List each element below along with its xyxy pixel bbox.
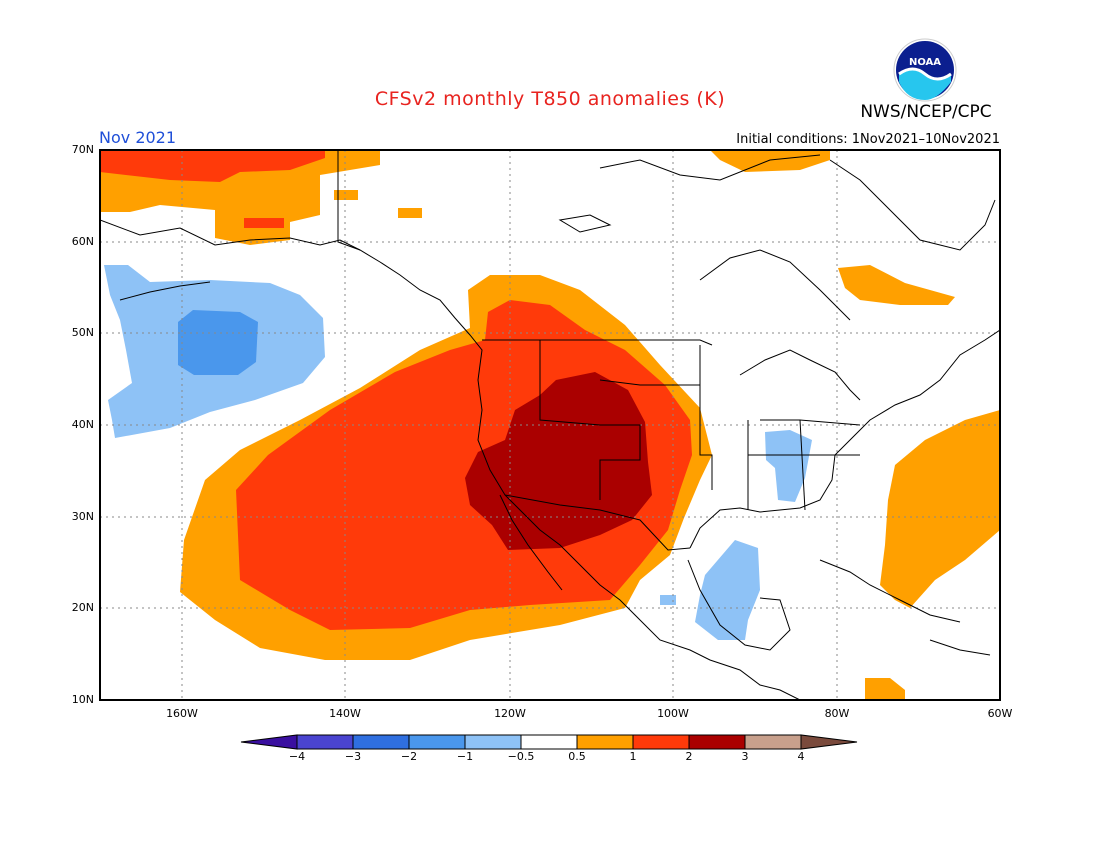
lon-label-60w: 60W xyxy=(987,707,1013,720)
colorbar-label: 0.5 xyxy=(568,750,586,763)
agency-label: NWS/NCEP/CPC xyxy=(860,102,992,122)
colorbar-label: 4 xyxy=(797,750,805,763)
labrador-warm-anomaly xyxy=(838,265,955,305)
high-arctic-warm-patch xyxy=(710,150,830,172)
lat-label-60n: 60N xyxy=(71,235,94,248)
graticule xyxy=(100,150,1000,700)
lon-label-120w: 120W xyxy=(494,707,526,720)
colorbar-label: −2 xyxy=(400,750,418,763)
lat-label-70n: 70N xyxy=(71,143,94,156)
yukon-small-warm-patch-1 xyxy=(334,190,358,200)
small-cold-patch xyxy=(660,595,676,605)
lat-label-50n: 50N xyxy=(71,326,94,339)
lat-label-40n: 40N xyxy=(71,418,94,431)
gulf-of-mexico-cold-anomaly xyxy=(695,540,760,640)
colorbar-label: 2 xyxy=(685,750,693,763)
western-atlantic-warm-anomaly xyxy=(880,410,1000,608)
lat-label-10n: 10N xyxy=(71,693,94,706)
chart-title: CFSv2 monthly T850 anomalies (K) xyxy=(374,88,726,110)
yukon-small-warm-patch-2 xyxy=(398,208,422,218)
borders xyxy=(337,150,861,551)
gulf-of-alaska-core-cold-anomaly xyxy=(178,310,258,375)
map-frame xyxy=(99,149,1001,701)
alaska-small-warm-patch xyxy=(244,218,284,228)
noaa-logo: NOAA xyxy=(893,38,957,102)
initial-conditions: Initial conditions: 1Nov2021–10Nov2021 xyxy=(736,132,1000,147)
western-us-core-warm-anomaly xyxy=(465,372,652,550)
forecast-period: Nov 2021 xyxy=(99,128,177,147)
colorbar-label: −4 xyxy=(288,750,306,763)
coastlines xyxy=(100,154,1000,700)
mississippi-valley-cold-anomaly xyxy=(765,430,812,502)
logo-text: NOAA xyxy=(909,57,941,68)
lon-label-100w: 100W xyxy=(657,707,689,720)
lat-label-20n: 20N xyxy=(71,601,94,614)
colorbar-label: −0.5 xyxy=(507,750,535,763)
colorbar-label: 1 xyxy=(629,750,637,763)
lon-label-140w: 140W xyxy=(329,707,361,720)
colorbar-label: 3 xyxy=(741,750,749,763)
lon-label-160w: 160W xyxy=(166,707,198,720)
lat-label-30n: 30N xyxy=(71,510,94,523)
caribbean-warm-patch xyxy=(865,678,905,700)
colorbar-label: −3 xyxy=(344,750,362,763)
lon-label-80w: 80W xyxy=(824,707,850,720)
arctic-coast-strong-warm-anomaly xyxy=(100,150,325,182)
colorbar-label: −1 xyxy=(456,750,474,763)
